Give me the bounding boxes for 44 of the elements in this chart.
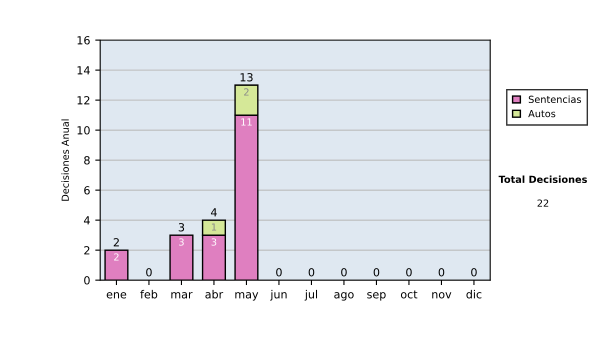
x-tick-label: jul bbox=[304, 290, 318, 301]
total-label: 0 bbox=[146, 268, 152, 277]
x-tick-label: nov bbox=[432, 292, 452, 298]
y-tick-label: 16 bbox=[78, 36, 90, 44]
data-label: 2 bbox=[114, 253, 119, 261]
total-label: 4 bbox=[210, 208, 217, 216]
total-label: 0 bbox=[308, 268, 314, 277]
x-tick-label: jun bbox=[270, 290, 287, 301]
data-label: 3 bbox=[212, 238, 216, 246]
y-axis-title: Decisiones Anual bbox=[61, 119, 69, 201]
y-tick-label: 4 bbox=[84, 216, 90, 224]
x-tick-label: ago bbox=[334, 292, 354, 301]
y-tick-label: 14 bbox=[78, 66, 90, 74]
y-tick-label: 6 bbox=[84, 186, 90, 195]
total-label: 0 bbox=[276, 268, 282, 277]
data-label: 1 bbox=[212, 223, 216, 231]
x-tick-label: oct bbox=[400, 290, 418, 298]
legend-label: Sentencias bbox=[528, 95, 582, 104]
x-tick-label: may bbox=[235, 292, 258, 301]
legend-label: Autos bbox=[528, 110, 556, 118]
y-tick-label: 8 bbox=[84, 156, 90, 165]
y-tick-label: 0 bbox=[84, 276, 90, 285]
total-label: 0 bbox=[374, 268, 380, 277]
x-tick-label: abr bbox=[205, 290, 224, 298]
data-label: 11 bbox=[241, 118, 252, 126]
y-tick-label: 2 bbox=[84, 246, 90, 254]
x-tick-label: dic bbox=[466, 290, 482, 298]
x-tick-label: mar bbox=[171, 292, 193, 298]
text: Total Decisiones bbox=[498, 175, 587, 184]
total-label: 13 bbox=[240, 73, 253, 82]
data-label: 2 bbox=[244, 88, 249, 96]
total-label: 3 bbox=[178, 223, 184, 232]
x-tick-label: feb bbox=[140, 290, 158, 298]
data-label: 3 bbox=[179, 238, 184, 246]
total-label: 0 bbox=[406, 268, 412, 277]
y-tick-label: 12 bbox=[78, 96, 90, 104]
total-label: 0 bbox=[341, 268, 347, 277]
y-tick-label: 10 bbox=[78, 126, 90, 135]
text: 22 bbox=[538, 199, 548, 207]
total-label: 0 bbox=[438, 268, 444, 277]
total-label: 2 bbox=[114, 238, 119, 246]
x-tick-label: sep bbox=[367, 292, 386, 301]
x-tick-label: ene bbox=[106, 292, 126, 298]
total-label: 0 bbox=[471, 268, 477, 277]
